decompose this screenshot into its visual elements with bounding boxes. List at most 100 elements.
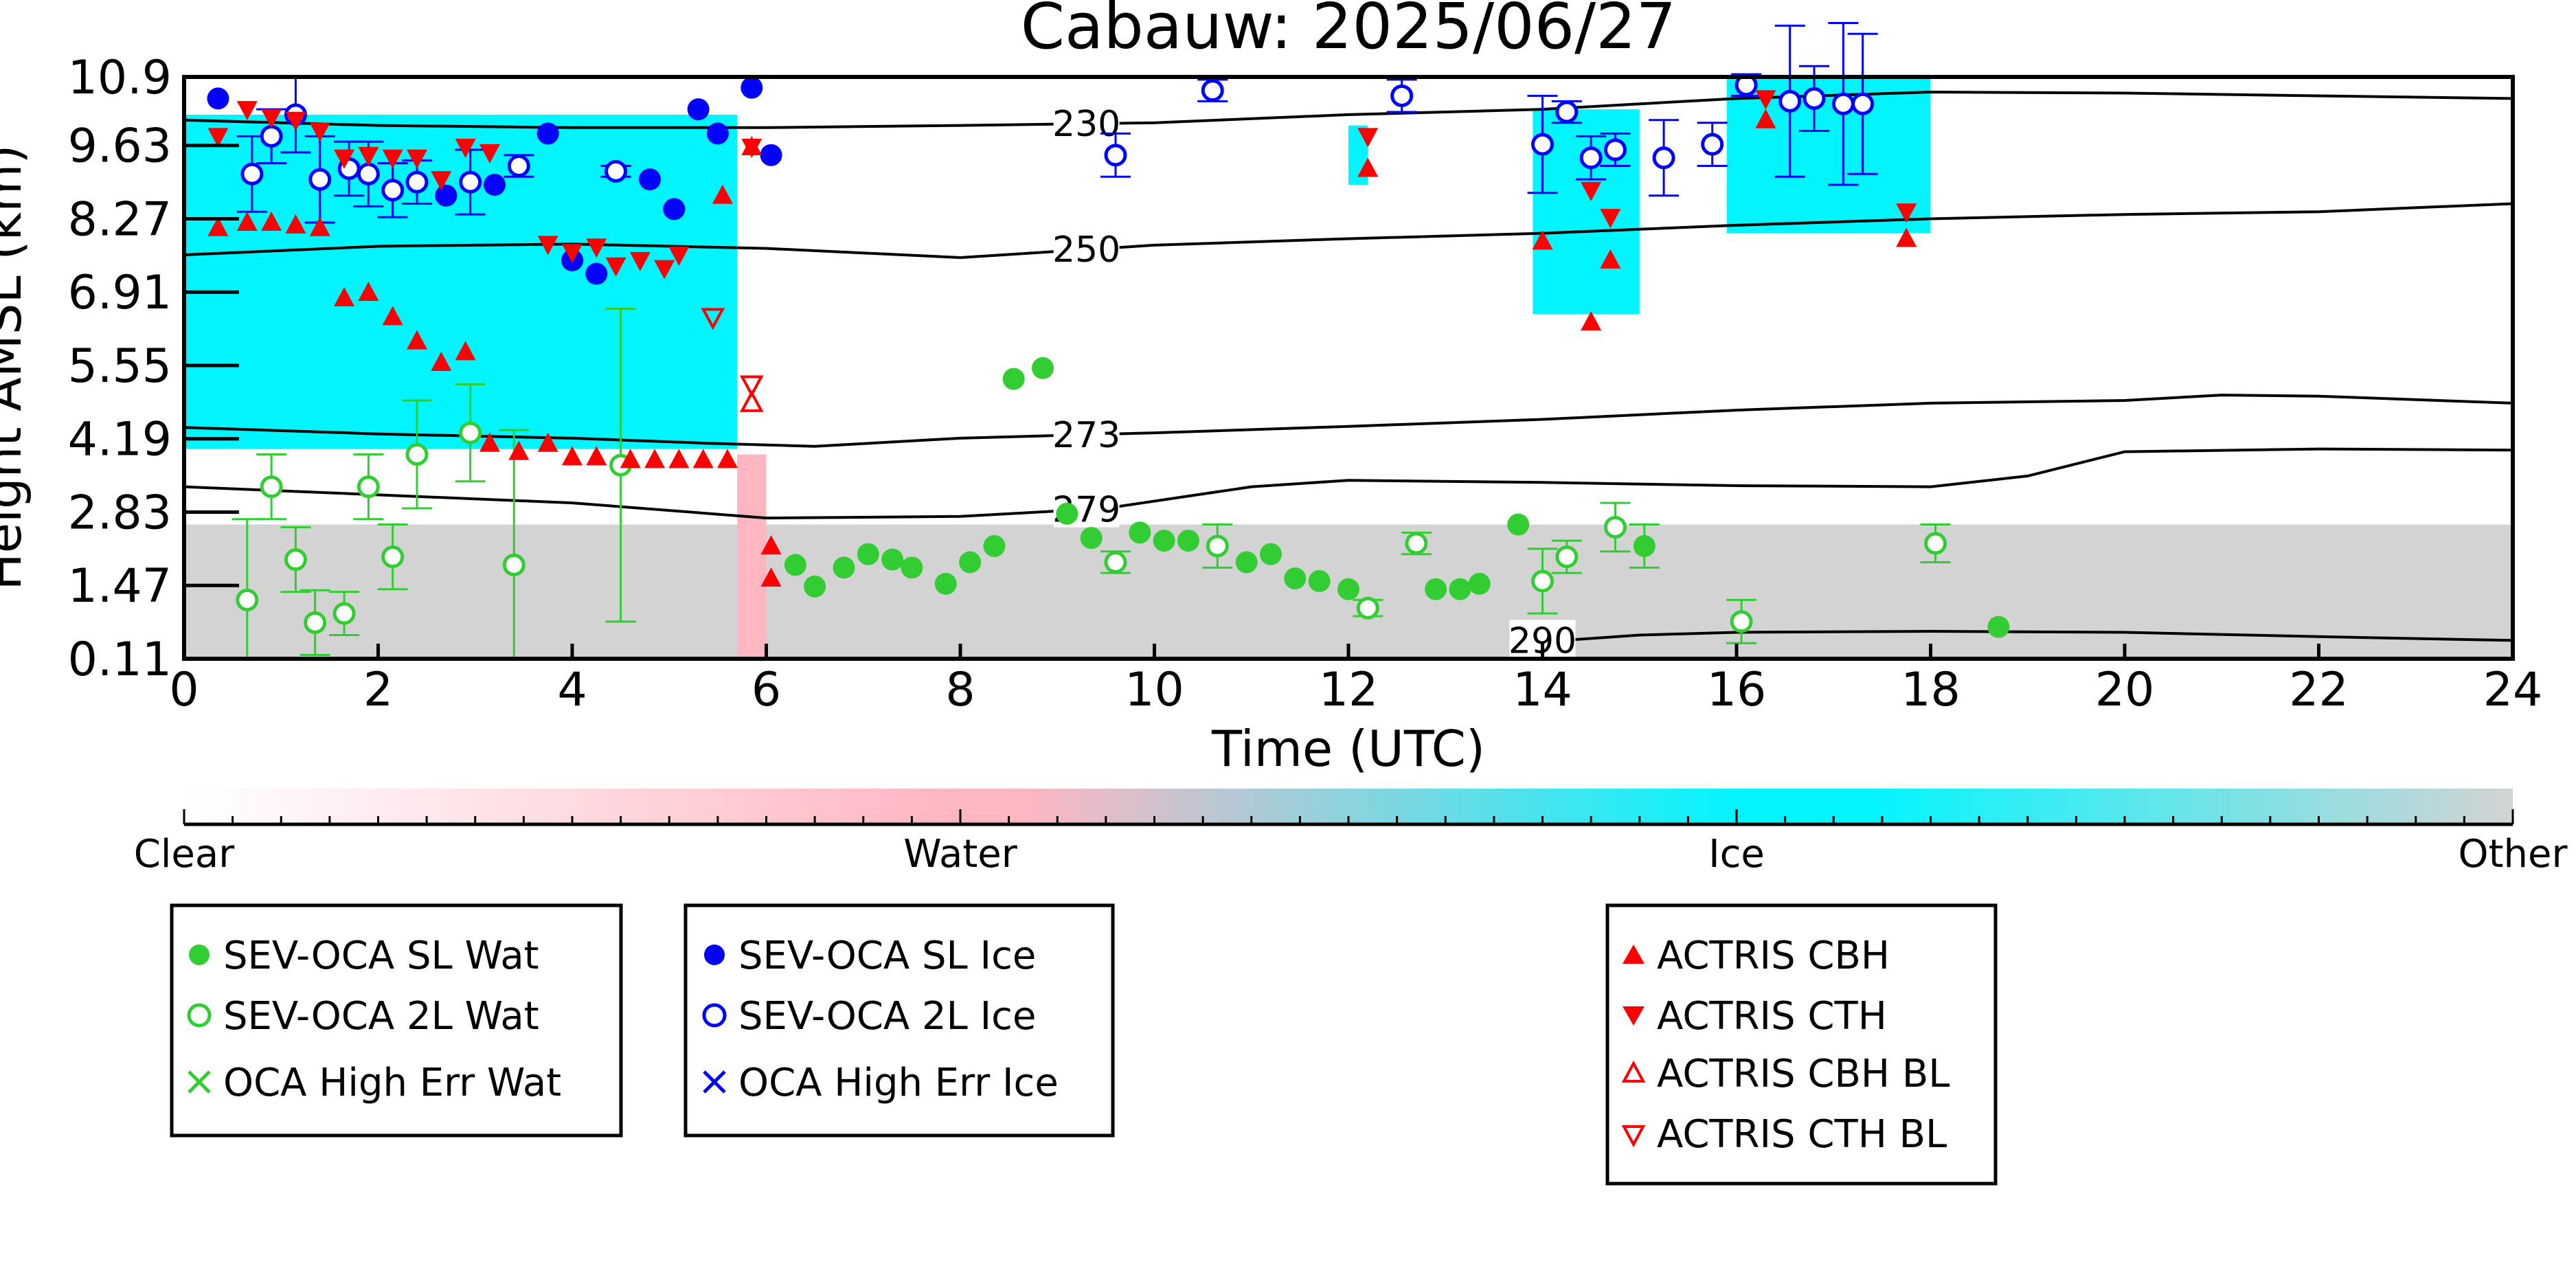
series-actris-cbh-bl — [739, 389, 764, 412]
isotherm-label-bg — [1053, 103, 1120, 142]
data-point — [484, 173, 506, 196]
data-point — [760, 534, 782, 554]
data-point — [1555, 545, 1579, 569]
legend-label: SEV-OCA SL Ice — [738, 934, 1036, 978]
data-point — [934, 572, 957, 595]
data-point — [1532, 230, 1553, 250]
classification-background — [184, 77, 2513, 659]
open-circle-marker-icon — [702, 1003, 727, 1028]
series-actris-cth-bl — [701, 308, 764, 398]
data-point — [739, 389, 764, 412]
data-point — [240, 162, 264, 185]
legend-label: OCA High Err Wat — [223, 1061, 561, 1105]
legend-label: ACTRIS CBH BL — [1657, 1052, 1950, 1096]
data-point — [586, 238, 607, 258]
data-point — [739, 375, 764, 398]
data-point — [1104, 550, 1127, 574]
data-point — [1104, 144, 1127, 167]
classification-colorbar: Clear Water Ice Other — [134, 789, 2568, 877]
x-tick-label: 0 — [169, 663, 199, 717]
x-tick-label: 4 — [557, 663, 587, 717]
data-point — [207, 216, 229, 236]
data-point — [358, 146, 379, 166]
open-triangle-down-marker-icon — [1621, 1125, 1646, 1148]
data-point — [1755, 109, 1776, 128]
data-point — [1581, 181, 1602, 201]
data-point — [236, 101, 258, 121]
legend-entry-cth: ACTRIS CTH — [1623, 994, 1887, 1039]
axes: 0 2 4 6 8 10 12 14 16 18 20 22 240.111.472.834.195.5… — [68, 51, 2543, 717]
data-point — [1153, 530, 1175, 552]
x-tick-label: 18 — [1901, 663, 1961, 717]
isotherm-label-bg — [1053, 229, 1120, 268]
x-tick-label: 20 — [2095, 663, 2155, 717]
data-point — [309, 216, 330, 236]
data-point — [1235, 551, 1258, 574]
data-point — [431, 171, 452, 191]
y-tick-label: 9.63 — [68, 120, 172, 174]
data-point — [901, 556, 923, 579]
data-point — [585, 262, 608, 285]
data-point — [285, 214, 306, 234]
data-point — [381, 179, 405, 202]
data-point — [207, 128, 229, 148]
data-point — [1531, 133, 1554, 156]
colorbar-label-clear: Clear — [134, 832, 235, 877]
data-point — [1405, 532, 1428, 555]
data-point — [261, 109, 282, 128]
series-actris-cth — [207, 90, 1917, 280]
data-point — [537, 432, 558, 452]
data-point — [455, 139, 476, 159]
data-point — [1652, 146, 1675, 170]
y-tick-label: 2.83 — [68, 486, 172, 540]
data-point — [431, 352, 452, 372]
data-point — [261, 211, 282, 231]
data-point — [1730, 610, 1753, 633]
series-actris-cbh — [207, 109, 1917, 587]
data-point — [1555, 100, 1579, 124]
data-point — [983, 534, 1006, 557]
data-point — [479, 144, 500, 163]
data-point — [1851, 92, 1875, 115]
legend-label: SEV-OCA 2L Wat — [223, 994, 539, 1039]
data-point — [959, 551, 982, 574]
open-circle-marker-icon — [187, 1003, 212, 1028]
legend-label: SEV-OCA SL Wat — [223, 934, 539, 978]
data-point — [502, 553, 526, 576]
x-tick-label: 2 — [363, 663, 393, 717]
x-tick-label: 12 — [1319, 663, 1379, 717]
x-marker-icon — [188, 1070, 211, 1094]
data-point — [620, 449, 641, 468]
data-point — [207, 87, 229, 110]
data-point — [1201, 79, 1224, 102]
open-triangle-up-marker-icon — [1621, 1060, 1646, 1083]
data-point — [644, 449, 666, 468]
filled-circle-marker-icon — [704, 945, 725, 965]
data-point — [1390, 84, 1414, 107]
colorbar-label-water: Water — [903, 832, 1018, 877]
legend-entry-sl-wat: SEV-OCA SL Wat — [189, 934, 539, 978]
chart-title: Cabauw: 2025/06/27 — [1021, 0, 1676, 63]
data-point — [382, 149, 403, 169]
data-point — [405, 170, 429, 194]
legend-entry-cbh-bl: ACTRIS CBH BL — [1621, 1052, 1950, 1096]
data-point — [236, 211, 258, 231]
data-point — [309, 122, 330, 142]
data-point — [381, 545, 405, 569]
data-point — [284, 548, 307, 572]
data-point — [804, 575, 826, 598]
legend-label: OCA High Err Ice — [738, 1061, 1059, 1105]
series-sev-oca-sl-ice — [207, 76, 782, 285]
data-point — [407, 330, 427, 350]
y-tick-label: 1.47 — [68, 559, 172, 613]
isotherm-label: 273 — [1052, 415, 1120, 456]
data-point — [236, 588, 259, 611]
series-sev-oca-2l-wat — [231, 308, 1951, 660]
data-point — [760, 567, 782, 587]
data-point — [1603, 138, 1627, 161]
legend-entry-cbh: ACTRIS CBH — [1623, 934, 1890, 978]
x-tick-label: 16 — [1707, 663, 1767, 717]
data-point — [687, 98, 710, 121]
data-point — [1531, 569, 1554, 593]
